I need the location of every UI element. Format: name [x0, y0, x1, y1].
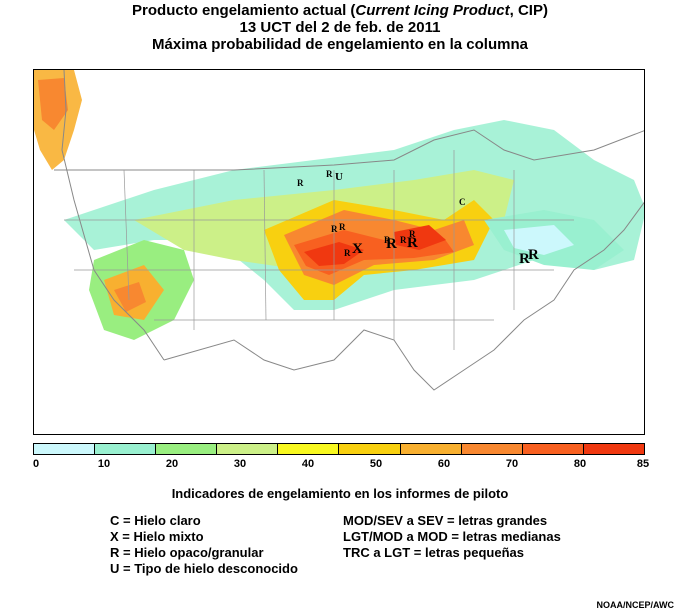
pirep-marker-r: R — [386, 236, 397, 252]
color-scale-tick-label: 50 — [369, 458, 383, 470]
legend-icing-types: C = Hielo claro X = Hielo mixto R = Hielo … — [110, 513, 298, 577]
legend-item: LGT/MOD a MOD = letras medianas — [343, 529, 561, 544]
pirep-marker-r: R — [326, 169, 333, 179]
legend-item: TRC a LGT = letras pequeñas — [343, 545, 524, 560]
color-scale-tick-label: 80 — [573, 458, 587, 470]
pirep-marker-r: R — [400, 235, 407, 245]
color-scale-tick-label: 0 — [32, 458, 40, 470]
credit-text: NOAA/NCEP/AWC — [596, 600, 674, 610]
pirep-marker-r: R — [519, 251, 530, 267]
color-scale-tick-label: 40 — [301, 458, 315, 470]
color-scale-tick-label: 30 — [233, 458, 247, 470]
pirep-marker-r: R — [409, 229, 416, 239]
legend-item: C = Hielo claro — [110, 513, 201, 528]
color-scale-segment — [522, 444, 584, 454]
color-scale-segment — [400, 444, 462, 454]
legend-item: X = Hielo mixto — [110, 529, 204, 544]
color-scale-segment — [34, 444, 96, 454]
pirep-marker-r: R — [344, 248, 351, 258]
legend-item: R = Hielo opaco/granular — [110, 545, 264, 560]
color-scale-tick-label: 20 — [165, 458, 179, 470]
pirep-marker-r: R — [407, 235, 418, 251]
map-outlines — [54, 70, 644, 391]
color-scale-tick-label: 85 — [636, 458, 650, 470]
color-scale-tick-label: 70 — [505, 458, 519, 470]
legend-item: U = Tipo de hielo desconocido — [110, 561, 298, 576]
legend-title: Indicadores de engelamiento en los infor… — [171, 486, 509, 501]
color-scale-bar — [33, 443, 645, 455]
color-scale-segment — [583, 444, 644, 454]
pirep-marker-r: R — [528, 247, 539, 263]
color-scale-segment — [339, 444, 401, 454]
color-scale-segment — [95, 444, 157, 454]
pirep-marker-r: R — [339, 222, 346, 232]
pirep-marker-x: X — [352, 241, 363, 257]
pirep-marker-r: R — [297, 178, 304, 188]
legend-letter-sizes: MOD/SEV a SEV = letras grandes LGT/MOD a … — [343, 513, 561, 561]
color-scale-tick-label: 10 — [97, 458, 111, 470]
title-line-3: Máxima probabilidad de engelamiento en l… — [152, 36, 528, 53]
color-scale-segment — [217, 444, 279, 454]
legend-item: MOD/SEV a SEV = letras grandes — [343, 513, 548, 528]
title-line-2: 13 UCT del 2 de feb. de 2011 — [239, 19, 441, 36]
pirep-marker-r: R — [384, 235, 391, 245]
color-scale-segment — [278, 444, 340, 454]
pirep-marker-c: C — [459, 197, 466, 207]
color-scale-segment — [461, 444, 523, 454]
title-line-1: Producto engelamiento actual (Current Ic… — [132, 2, 548, 19]
color-scale-segment — [156, 444, 218, 454]
pirep-marker-u: U — [335, 171, 343, 183]
pirep-marker-r: R — [331, 224, 338, 234]
color-scale-tick-label: 60 — [437, 458, 451, 470]
